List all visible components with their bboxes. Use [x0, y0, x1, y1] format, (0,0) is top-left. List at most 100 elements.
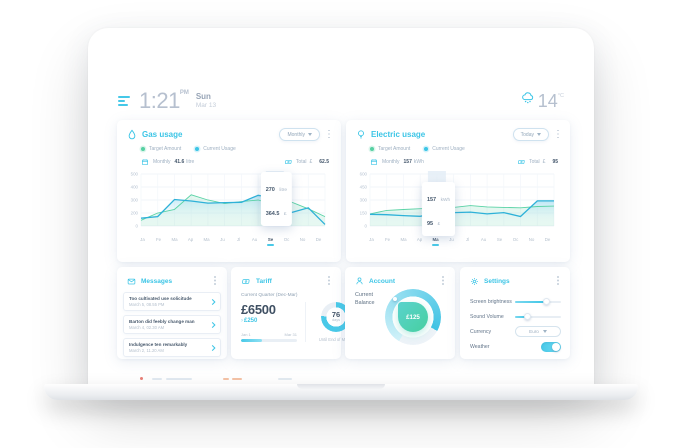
arrow-right-icon[interactable] — [211, 298, 216, 305]
electric-usage-chart: 600 450 300 150 0 157 kWh 95 £ Ja Fe Ma Ap Ma Ju Jl… — [354, 170, 564, 250]
svg-text:600: 600 — [360, 172, 368, 177]
slider-knob[interactable] — [542, 298, 550, 305]
month-label[interactable]: Ma — [203, 237, 210, 242]
month-label[interactable]: Ja — [369, 237, 374, 242]
setting-row-brightness: Screen brightness — [470, 294, 561, 309]
gas-usage-chart: 500 400 300 200 0 270 litre 364.5 £ Ja Fe Ma Ap M… — [125, 170, 335, 250]
kebab-menu-icon[interactable] — [554, 129, 562, 141]
messages-card: Messages Too cultivated use solicitude M… — [117, 267, 227, 359]
month-label[interactable]: Oc — [512, 237, 519, 242]
header: 1:21PM Sun Mar 13 14°C — [118, 84, 564, 118]
calendar-icon — [371, 159, 377, 165]
currency-dropdown[interactable]: Euro — [515, 326, 561, 337]
card-title: Settings — [484, 277, 510, 285]
month-label[interactable]: Jl — [465, 237, 470, 242]
settings-card: Settings Screen brightness Sound Volume — [460, 267, 570, 359]
arrow-right-icon[interactable] — [211, 344, 216, 351]
svg-text:400: 400 — [131, 185, 139, 190]
legend-dot-target — [370, 147, 374, 151]
card-title: Electric usage — [371, 130, 426, 139]
gear-icon — [471, 277, 478, 285]
month-label[interactable]: No — [528, 237, 535, 242]
month-label[interactable]: Se — [266, 237, 275, 246]
tariff-delta: ›£250 — [241, 318, 258, 324]
days-value: 76 — [331, 309, 341, 319]
month-label[interactable]: Fe — [155, 237, 162, 242]
month-label[interactable]: De — [544, 237, 551, 242]
setting-row-currency: Currency Euro — [470, 324, 561, 339]
chevron-icon: › — [241, 318, 243, 324]
person-icon — [356, 277, 363, 285]
month-label[interactable]: Ja — [140, 237, 145, 242]
weather-widget: 14°C — [521, 91, 564, 112]
month-label[interactable]: Fe — [384, 237, 391, 242]
envelope-icon — [127, 278, 136, 284]
laptop-base — [44, 384, 638, 400]
svg-text:0: 0 — [365, 224, 368, 229]
legend-dot-target — [141, 147, 145, 151]
month-axis: Ja Fe Ma Ap Ma Ju Jl Au Se Oc No De — [354, 236, 552, 246]
days-unit: days — [331, 318, 341, 323]
meridiem: PM — [179, 90, 189, 96]
month-label[interactable]: Au — [480, 237, 487, 242]
month-label[interactable]: Ju — [220, 237, 225, 242]
account-card: Account Current Balance £125 — [345, 267, 455, 359]
meta-row: Monthly 41.6 litre Total £62.5 — [117, 152, 341, 166]
message-item[interactable]: Barton did feebly change man March 4, 02… — [123, 315, 221, 334]
menu-icon[interactable] — [118, 94, 131, 108]
tariff-subtitle: Current Quarter (Dec-Mar) — [241, 293, 298, 298]
meta-row: Monthly 157 kWh Total £95 — [346, 152, 570, 166]
chevron-down-icon — [308, 133, 312, 136]
brightness-slider[interactable] — [515, 298, 561, 305]
bulb-icon — [358, 130, 364, 139]
volume-slider[interactable] — [515, 313, 561, 320]
month-label[interactable]: Ap — [187, 237, 194, 242]
chart-plot: 500 400 300 200 0 — [125, 170, 335, 236]
electric-period-dropdown[interactable]: Today — [512, 128, 549, 141]
banknote-icon — [518, 160, 525, 164]
kebab-menu-icon[interactable] — [554, 275, 562, 287]
svg-text:300: 300 — [131, 198, 139, 203]
month-axis: Ja Fe Ma Ap Ma Ju Jl Au Se Oc No De — [125, 236, 323, 246]
date-block: Sun Mar 13 — [195, 92, 216, 109]
month-label[interactable]: Jl — [236, 237, 241, 242]
gauge-knob — [393, 297, 397, 301]
balance-gauge: £125 — [385, 289, 441, 345]
message-item[interactable]: Too cultivated use solicitude March 5, 0… — [123, 292, 221, 311]
chevron-down-icon — [542, 330, 547, 333]
month-label[interactable]: No — [299, 237, 306, 242]
svg-text:300: 300 — [360, 198, 368, 203]
month-label[interactable]: Se — [496, 237, 503, 242]
month-label[interactable]: Au — [251, 237, 258, 242]
banknote-icon — [284, 160, 292, 164]
month-label[interactable]: Ju — [449, 237, 454, 242]
svg-text:500: 500 — [131, 172, 139, 177]
message-item[interactable]: Indulgence ten remarkably March 2, 11.20… — [123, 338, 221, 357]
month-label[interactable]: Ma — [431, 237, 440, 246]
laptop-base-notch — [297, 384, 385, 389]
weather-toggle[interactable] — [541, 341, 561, 352]
chart-tooltip: 270 litre 364.5 £ — [260, 171, 293, 226]
month-label[interactable]: De — [315, 237, 322, 242]
kebab-menu-icon[interactable] — [325, 129, 333, 141]
svg-text:200: 200 — [131, 211, 139, 216]
day-label: Sun — [195, 92, 211, 102]
legend: Target Amount Current Usage — [346, 141, 570, 152]
clipped-content-row — [88, 373, 594, 386]
slider-knob[interactable] — [524, 313, 532, 320]
kebab-menu-icon[interactable] — [439, 275, 447, 287]
month-label[interactable]: Ma — [400, 237, 407, 242]
kebab-menu-icon[interactable] — [211, 275, 219, 287]
arrow-right-icon[interactable] — [211, 321, 216, 328]
balance-blob: £125 — [398, 302, 428, 332]
month-label[interactable]: Oc — [283, 237, 290, 242]
message-list: Too cultivated use solicitude March 5, 0… — [117, 287, 227, 357]
gas-period-dropdown[interactable]: Monthly — [279, 128, 320, 141]
month-label[interactable]: Ap — [416, 237, 423, 242]
kebab-menu-icon[interactable] — [325, 275, 333, 287]
tariff-progress-bar — [241, 339, 297, 342]
tariff-range: Jan 1 Mar 31 — [241, 332, 297, 337]
tariff-caption: Until End of March — [318, 337, 354, 342]
month-label[interactable]: Ma — [171, 237, 178, 242]
